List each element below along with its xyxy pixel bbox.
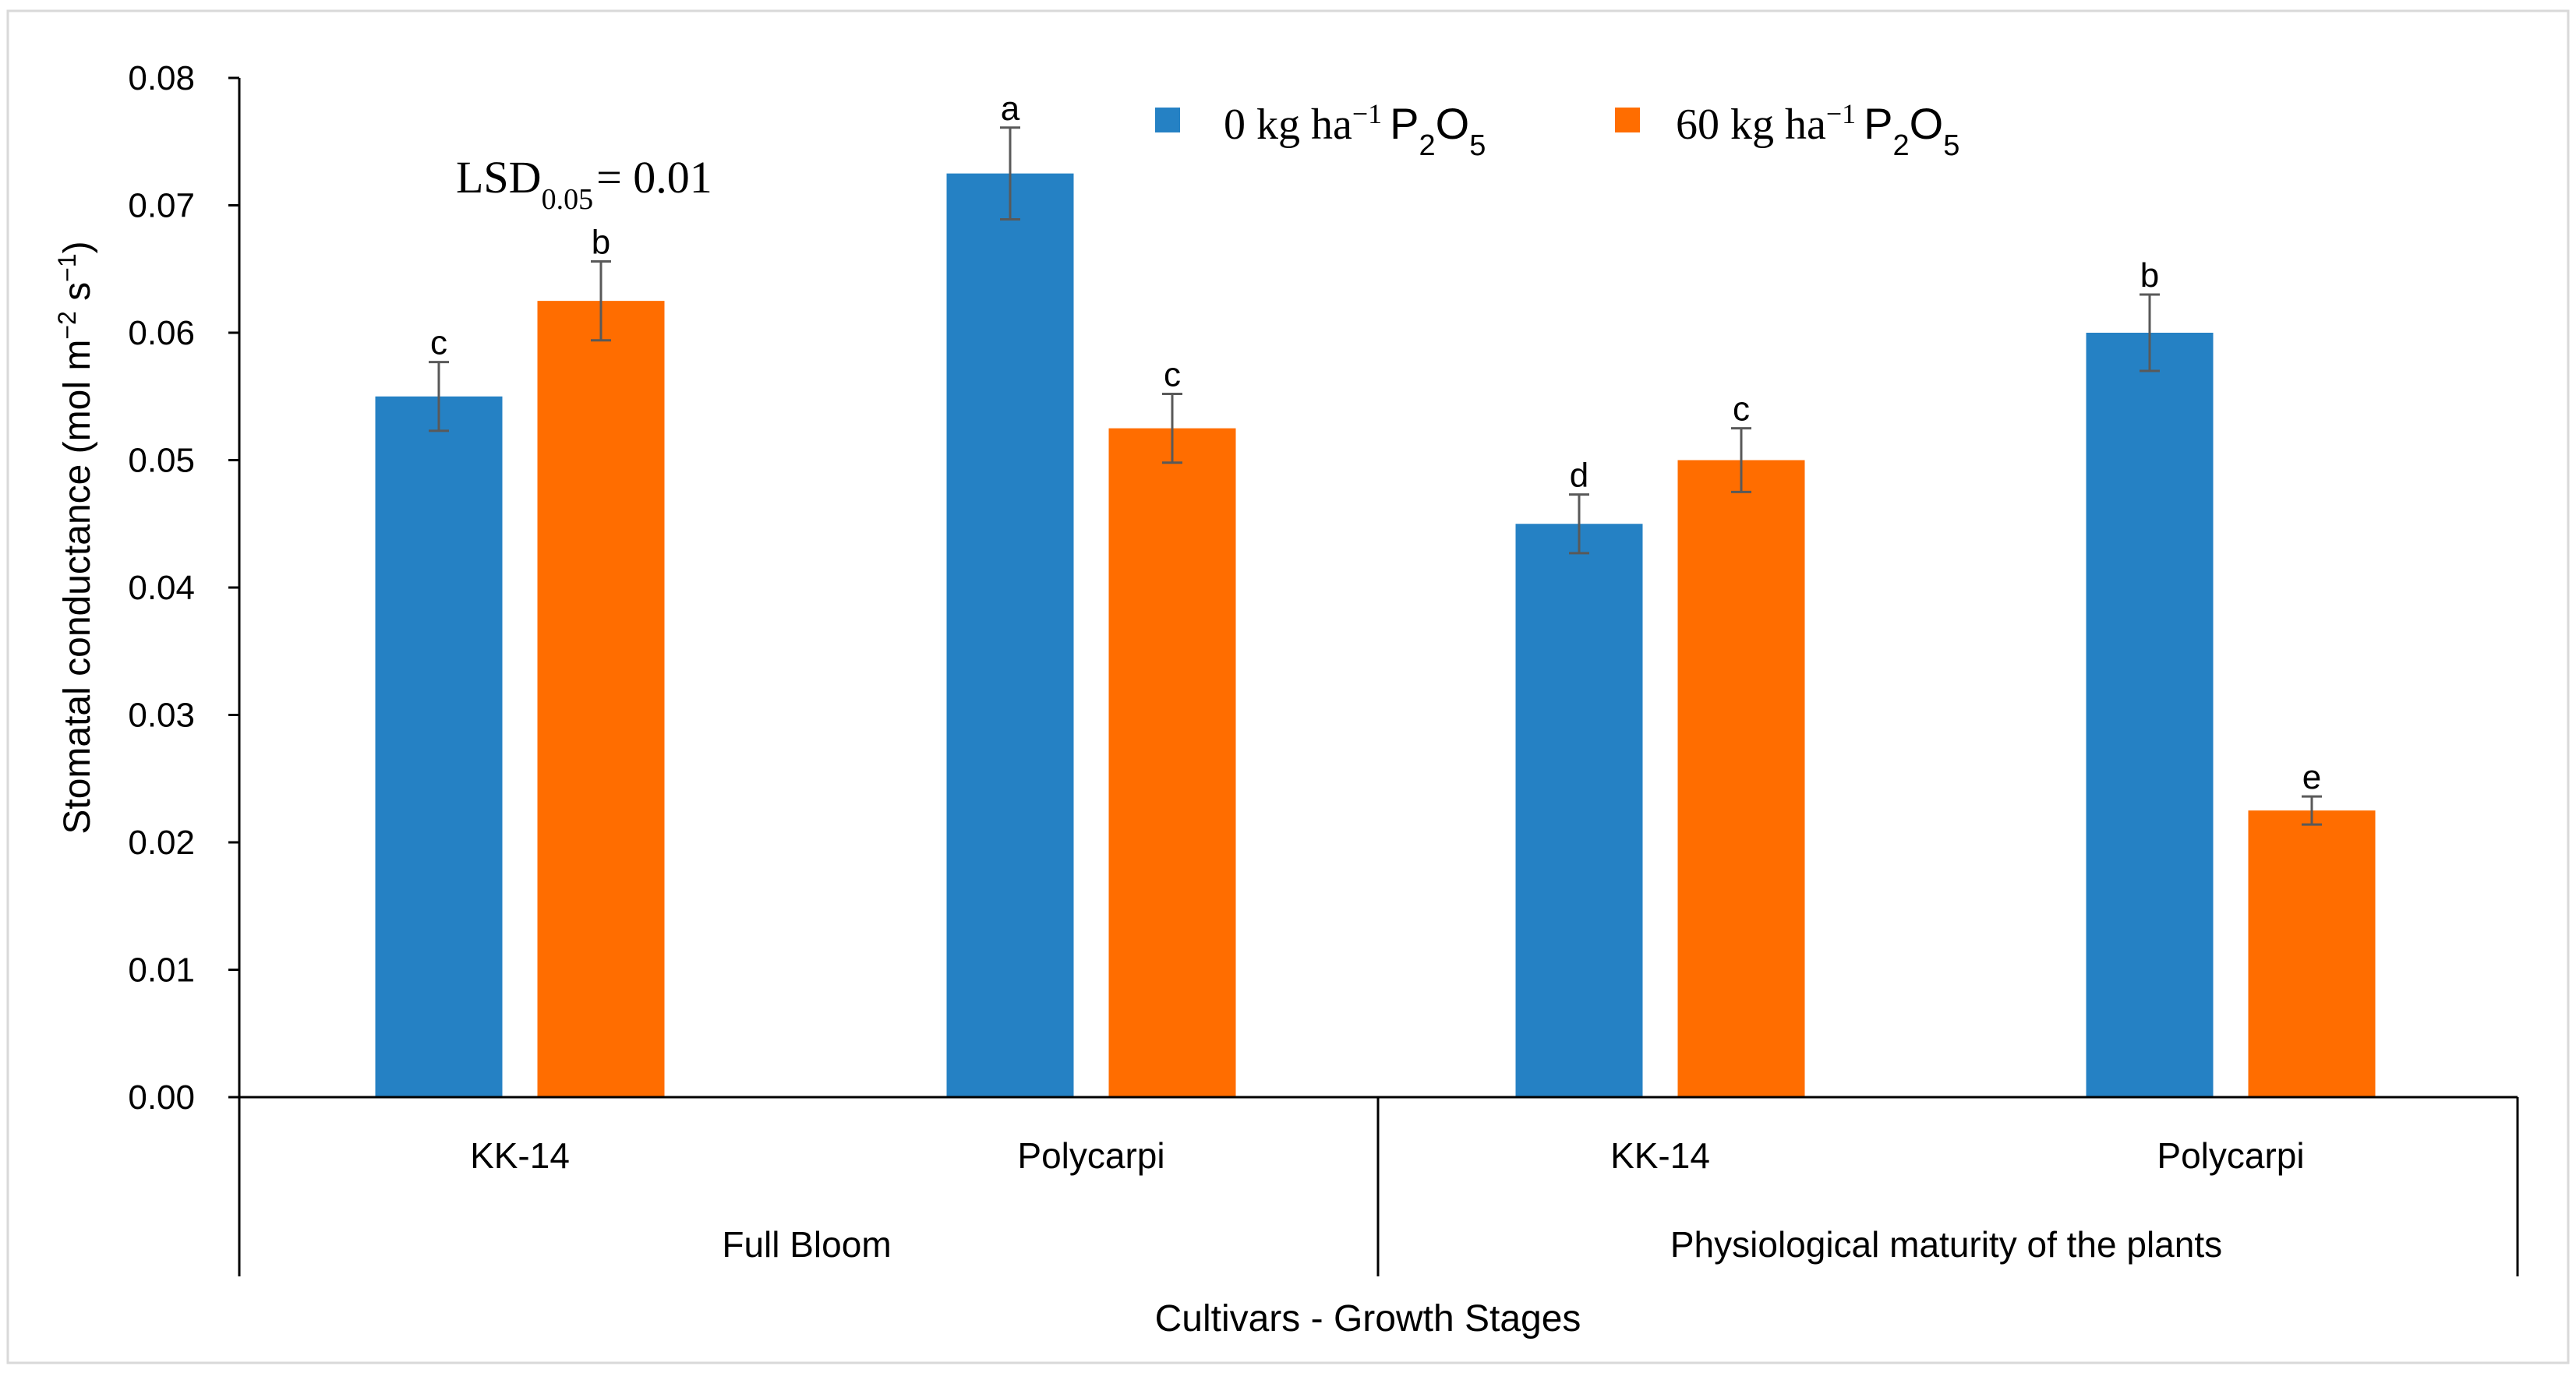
legend-swatch-60kg bbox=[1615, 108, 1640, 132]
bar bbox=[1515, 524, 1643, 1097]
category-label: Polycarpi bbox=[1017, 1135, 1164, 1176]
legend-label-0kg: 0 kg ha−1 P2O5 bbox=[1224, 98, 1486, 162]
legend-label-60kg: 60 kg ha−1 P2O5 bbox=[1676, 98, 1959, 162]
y-tick-label: 0.05 bbox=[128, 442, 195, 480]
y-tick-label: 0.08 bbox=[128, 59, 195, 97]
bar bbox=[1677, 460, 1805, 1097]
y-tick-label: 0.03 bbox=[128, 697, 195, 735]
bar bbox=[2248, 810, 2376, 1097]
significance-letter: c bbox=[1733, 390, 1750, 429]
significance-letter: b bbox=[592, 223, 610, 261]
x-axis-label: Cultivars - Growth Stages bbox=[1155, 1298, 1581, 1339]
lsd-annotation: LSD0.05= 0.01 bbox=[456, 152, 712, 216]
group-label-full-bloom: Full Bloom bbox=[722, 1224, 891, 1265]
y-axis-label: Stomatal conductance (mol m−2 s−1) bbox=[53, 241, 98, 834]
bar bbox=[537, 301, 665, 1097]
bar bbox=[946, 173, 1074, 1097]
y-tick-label: 0.00 bbox=[128, 1078, 195, 1117]
y-tick-label: 0.06 bbox=[128, 314, 195, 352]
significance-letter: d bbox=[1570, 457, 1588, 495]
y-tick-label: 0.02 bbox=[128, 824, 195, 862]
bar bbox=[1108, 428, 1236, 1097]
category-label: Polycarpi bbox=[2157, 1135, 2304, 1176]
category-label: KK-14 bbox=[470, 1135, 570, 1176]
group-label-physiological-maturity: Physiological maturity of the plants bbox=[1670, 1224, 2222, 1265]
significance-letter: a bbox=[1001, 90, 1020, 128]
significance-letter: c bbox=[1164, 355, 1181, 394]
bar bbox=[375, 396, 503, 1097]
significance-letter: b bbox=[2140, 256, 2159, 295]
legend-swatch-0kg bbox=[1155, 108, 1180, 132]
y-tick-label: 0.04 bbox=[128, 569, 195, 607]
significance-letter: e bbox=[2302, 758, 2321, 796]
y-tick-label: 0.01 bbox=[128, 951, 195, 990]
category-label: KK-14 bbox=[1610, 1135, 1710, 1176]
significance-letter: c bbox=[430, 324, 447, 362]
bar bbox=[2086, 333, 2214, 1097]
y-tick-label: 0.07 bbox=[128, 187, 195, 225]
legend: 0 kg ha−1 P2O5 60 kg ha−1 P2O5 bbox=[1155, 98, 1959, 162]
